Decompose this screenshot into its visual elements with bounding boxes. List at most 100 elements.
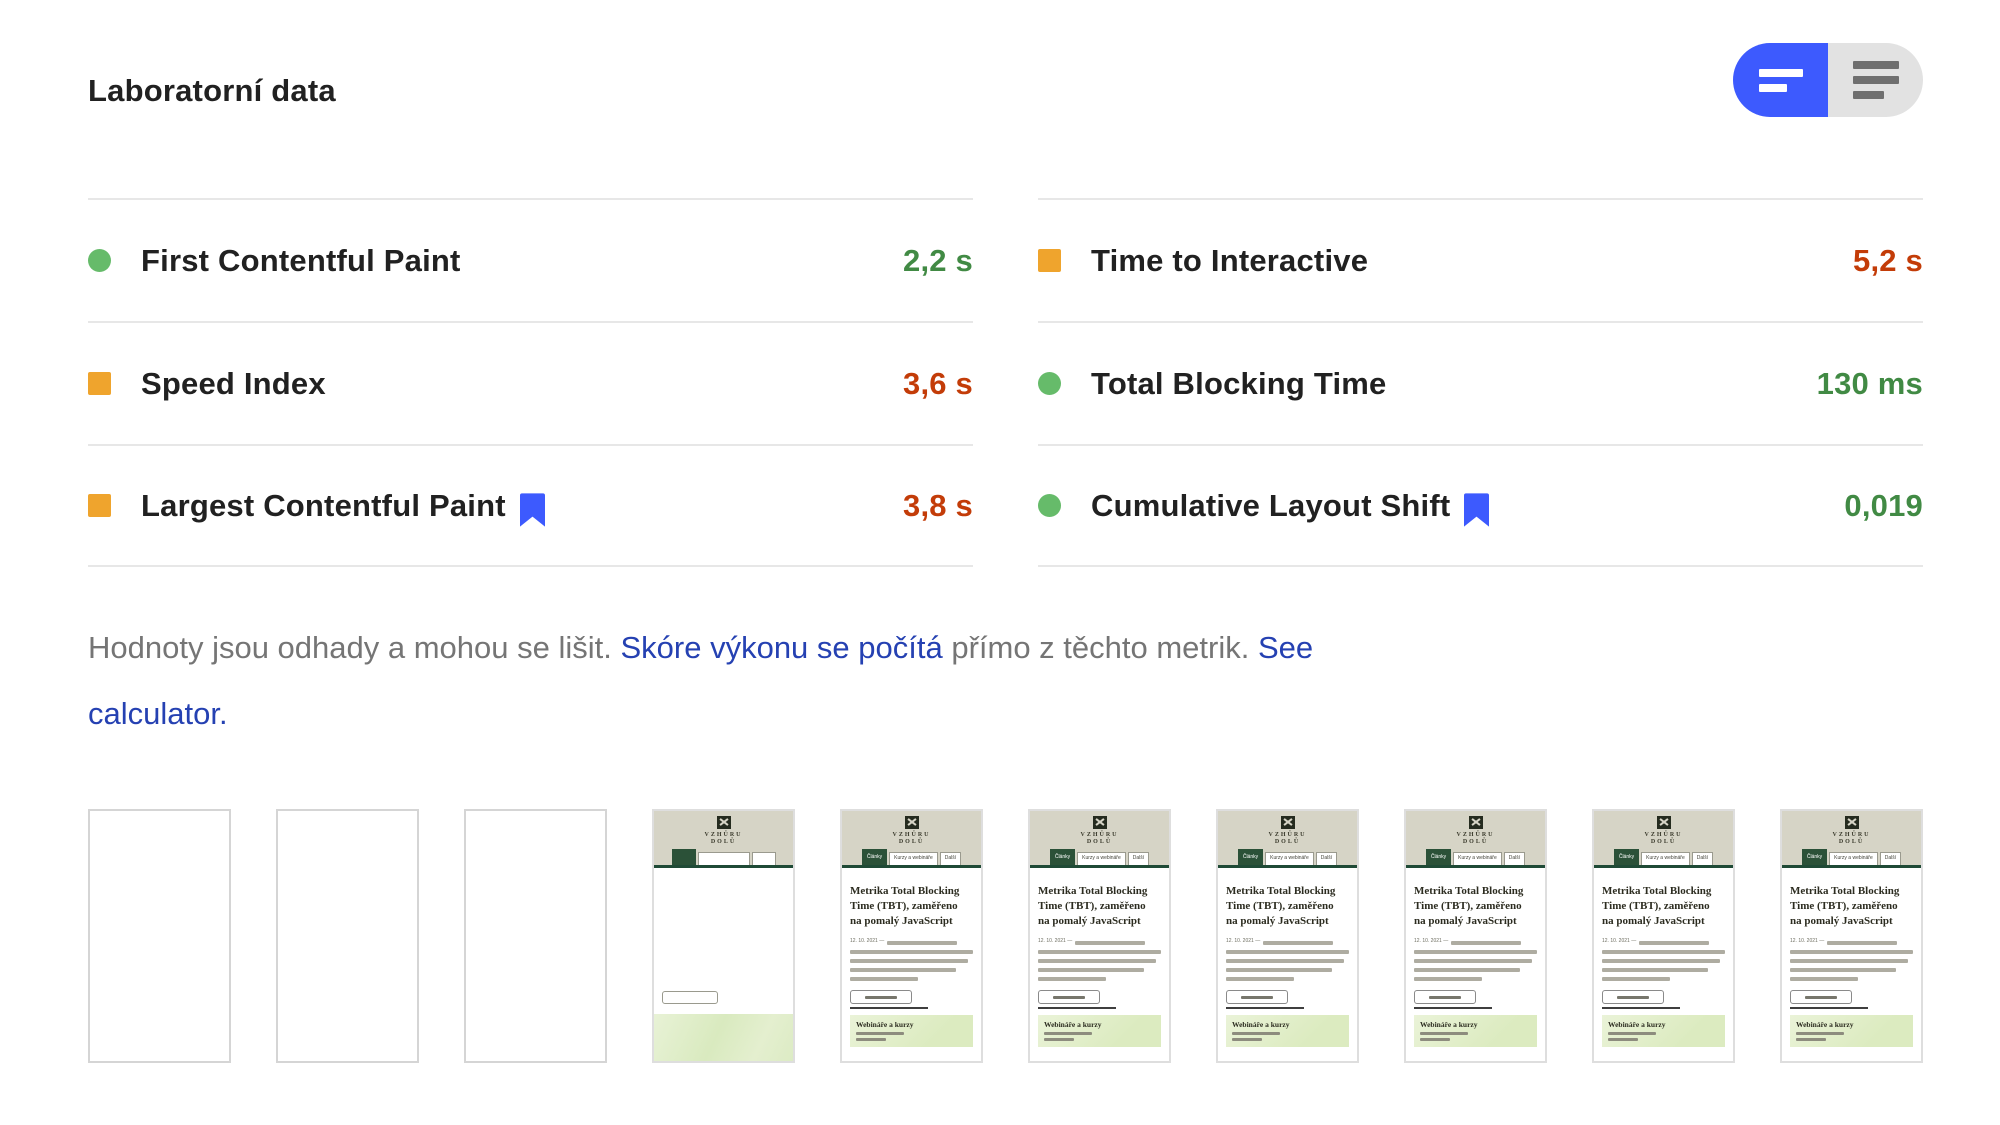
promo-box: Webináře a kurzy <box>1038 1015 1161 1047</box>
metric-value: 2,2 s <box>903 242 973 278</box>
metrics-grid: First Contentful Paint 2,2 s Time to Int… <box>88 198 1923 567</box>
filmstrip-frame-partial: VZHŮRU DOLŮ <box>652 809 795 1063</box>
metric-status-icon <box>88 494 111 517</box>
metric-label: Largest Contentful Paint <box>141 487 506 523</box>
filmstrip: VZHŮRU DOLŮ VZHŮRU DOLŮ Články Kurzy a w… <box>88 809 1923 1063</box>
disclaimer-link[interactable]: See <box>1257 630 1314 665</box>
site-logo-icon <box>1656 816 1671 829</box>
text-line <box>1602 950 1725 954</box>
divider <box>1602 1007 1680 1009</box>
text-line <box>1796 1038 1826 1041</box>
expanded-view-button[interactable] <box>1828 43 1923 117</box>
article-excerpt: 12. 10. 2021 — <box>1414 936 1537 981</box>
article-heading: Metrika Total Blocking Time (TBT), zaměř… <box>850 885 960 927</box>
filmstrip-frame-full: VZHŮRU DOLŮ Články Kurzy a webináře Dalš… <box>1216 809 1359 1063</box>
mini-site-header: VZHŮRU DOLŮ Články Kurzy a webináře Dalš… <box>842 811 981 868</box>
mini-tab <box>751 852 776 865</box>
site-name: VZHŮRU <box>892 832 931 838</box>
promo-box: Webináře a kurzy <box>1414 1015 1537 1047</box>
mini-tab: Další <box>1879 852 1902 865</box>
bookmark-icon <box>1464 492 1490 527</box>
mini-tab: Kurzy a webináře <box>1829 852 1878 865</box>
filmstrip-frame-blank <box>88 809 231 1063</box>
mini-site-header: VZHŮRU DOLŮ Články Kurzy a webináře Dalš… <box>1218 811 1357 868</box>
mini-article: Metrika Total Blocking Time (TBT), zaměř… <box>1030 868 1169 1061</box>
text-line <box>1602 977 1670 981</box>
text-line <box>1044 1032 1092 1035</box>
mini-article: Metrika Total Blocking Time (TBT), zaměř… <box>1218 868 1357 1061</box>
promo-title: Webináře a kurzy <box>1044 1020 1102 1029</box>
metric-status-icon <box>1038 249 1061 272</box>
metric-value: 3,6 s <box>903 365 973 401</box>
text-line <box>1420 1038 1450 1041</box>
promo-title: Webináře a kurzy <box>1608 1020 1666 1029</box>
filmstrip-frame-full: VZHŮRU DOLŮ Články Kurzy a webináře Dalš… <box>1028 809 1171 1063</box>
mini-tab: Kurzy a webináře <box>1077 852 1126 865</box>
text-line <box>1226 950 1349 954</box>
text-line <box>1044 1038 1074 1041</box>
mini-tab: Články <box>1237 849 1264 865</box>
mini-tab <box>697 852 750 865</box>
article-heading: Metrika Total Blocking Time (TBT), zaměř… <box>1602 885 1712 927</box>
site-logo-icon <box>1468 816 1483 829</box>
filmstrip-frame-full: VZHŮRU DOLŮ Články Kurzy a webináře Dalš… <box>1592 809 1735 1063</box>
article-excerpt: 12. 10. 2021 — <box>850 936 973 981</box>
site-name: VZHŮRU <box>704 832 743 838</box>
site-logo-icon <box>716 816 731 829</box>
disclaimer-link[interactable]: calculator. <box>88 696 228 731</box>
site-name: DOLŮ <box>898 839 925 845</box>
text-line <box>1420 1032 1468 1035</box>
bookmark-icon <box>519 492 545 527</box>
metric-status-icon <box>1038 494 1061 517</box>
mini-tab: Další <box>939 852 962 865</box>
mini-article: Metrika Total Blocking Time (TBT), zaměř… <box>1406 868 1545 1061</box>
mini-article: Metrika Total Blocking Time (TBT), zaměř… <box>842 868 981 1061</box>
promo-box: Webináře a kurzy <box>850 1015 973 1047</box>
disclaimer-link[interactable]: Skóre výkonu se počítá <box>620 630 943 665</box>
compact-view-button[interactable] <box>1733 43 1828 117</box>
site-name: DOLŮ <box>1462 839 1489 845</box>
metric-row: First Contentful Paint 2,2 s <box>88 198 973 321</box>
text-line <box>1602 959 1721 963</box>
metric-value: 3,8 s <box>903 487 973 523</box>
mini-nav-tabs: Články Kurzy a webináře Další <box>1594 849 1733 865</box>
text-line <box>1805 995 1837 999</box>
divider <box>850 1007 928 1009</box>
read-more-button <box>1038 990 1100 1004</box>
metric-status-icon <box>1038 372 1061 395</box>
text-line <box>1790 977 1858 981</box>
mini-nav-tabs: Články Kurzy a webináře Další <box>842 849 981 865</box>
mini-nav-tabs: Články Kurzy a webináře Další <box>1030 849 1169 865</box>
site-name: DOLŮ <box>1650 839 1677 845</box>
article-heading: Metrika Total Blocking Time (TBT), zaměř… <box>1414 885 1524 927</box>
divider <box>1790 1007 1868 1009</box>
view-toggle <box>1733 43 1923 117</box>
metric-row: Largest Contentful Paint 3,8 s <box>88 444 973 567</box>
mini-tab: Články <box>861 849 888 865</box>
metric-value: 5,2 s <box>1853 242 1923 278</box>
promo-box: Webináře a kurzy <box>1790 1015 1913 1047</box>
disclaimer-text: přímo z těchto metrik. <box>942 630 1258 665</box>
article-date: 12. 10. 2021 — <box>850 937 885 944</box>
text-line <box>1226 959 1345 963</box>
text-line <box>1226 977 1294 981</box>
read-more-button <box>1414 990 1476 1004</box>
mini-nav-tabs <box>654 849 793 865</box>
site-name: DOLŮ <box>1838 839 1865 845</box>
mini-site-header: VZHŮRU DOLŮ Články Kurzy a webináře Dalš… <box>1594 811 1733 868</box>
mini-tab: Články <box>1049 849 1076 865</box>
text-line <box>856 1038 886 1041</box>
text-line <box>856 1032 904 1035</box>
filmstrip-frame-blank <box>276 809 419 1063</box>
article-heading: Metrika Total Blocking Time (TBT), zaměř… <box>1790 885 1900 927</box>
site-name: VZHŮRU <box>1456 832 1495 838</box>
site-logo-icon <box>1844 816 1859 829</box>
promo-box: Webináře a kurzy <box>1602 1015 1725 1047</box>
mini-tab: Další <box>1315 852 1338 865</box>
mini-site-header: VZHŮRU DOLŮ Články Kurzy a webináře Dalš… <box>1406 811 1545 868</box>
text-line <box>850 977 918 981</box>
mini-tab: Články <box>1801 849 1828 865</box>
text-line <box>1429 995 1461 999</box>
article-heading: Metrika Total Blocking Time (TBT), zaměř… <box>1226 885 1336 927</box>
filmstrip-frame-full: VZHŮRU DOLŮ Články Kurzy a webináře Dalš… <box>1404 809 1547 1063</box>
